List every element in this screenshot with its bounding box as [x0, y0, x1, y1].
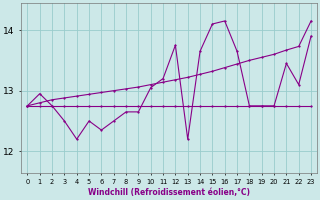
X-axis label: Windchill (Refroidissement éolien,°C): Windchill (Refroidissement éolien,°C) [88, 188, 250, 197]
